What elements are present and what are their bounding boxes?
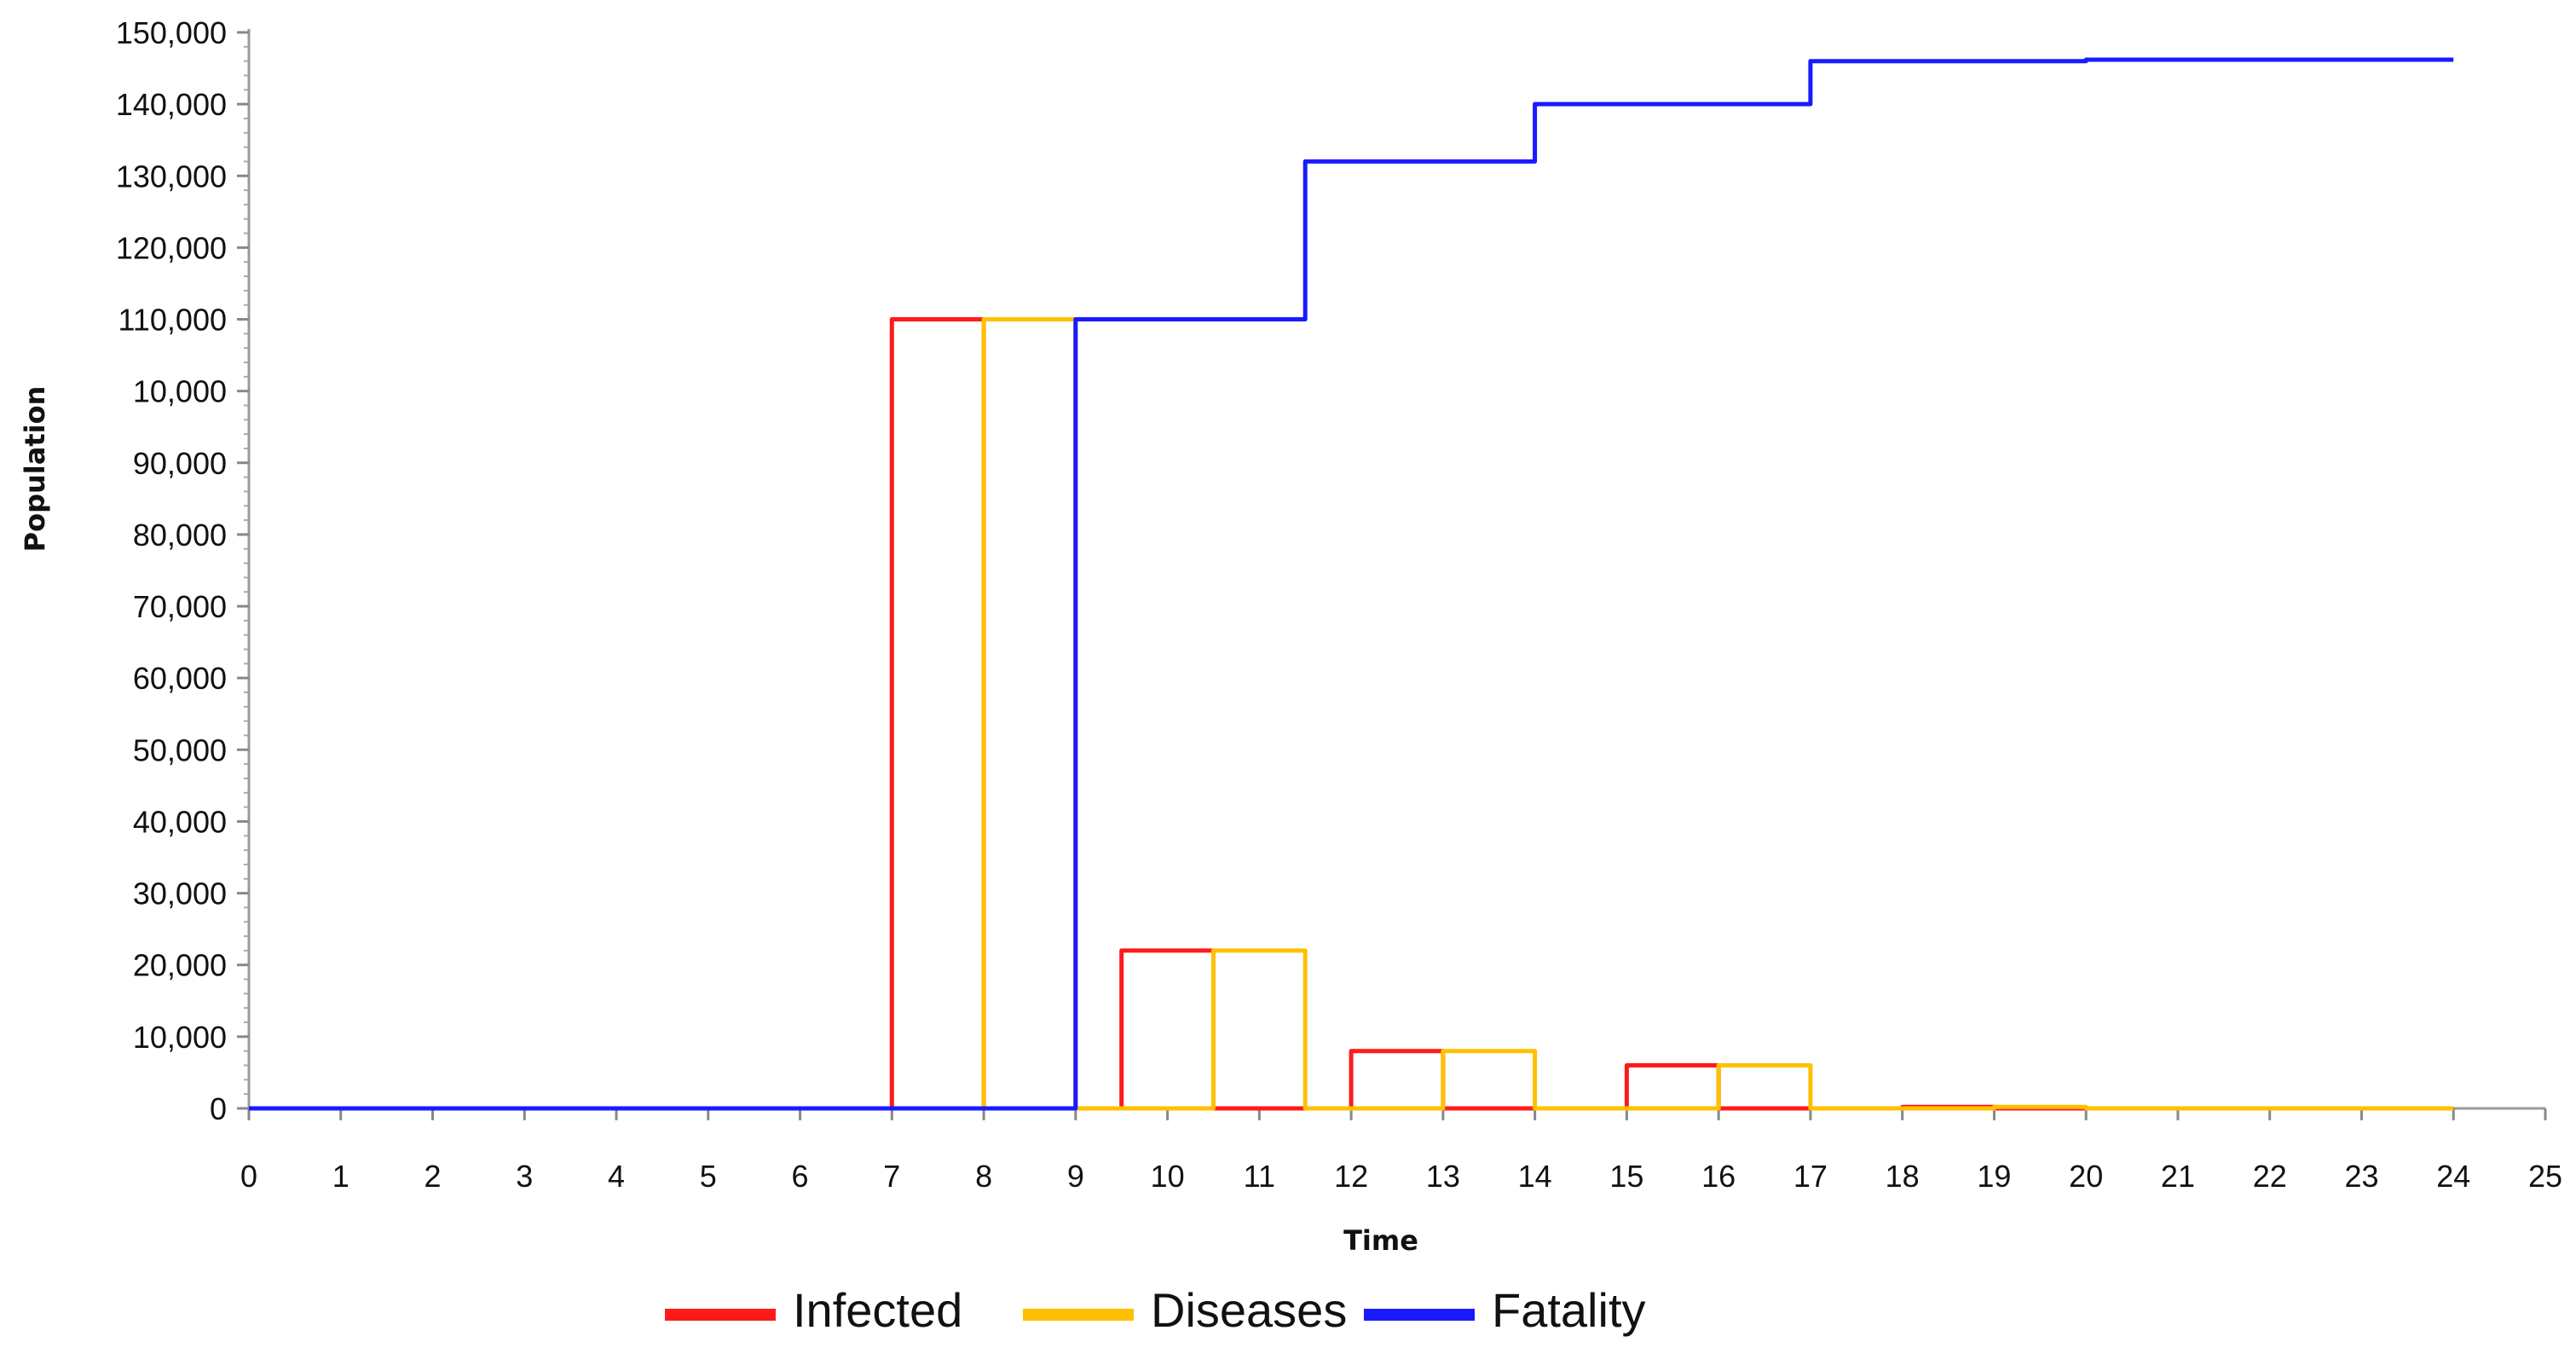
y-tick-label: 0 <box>210 1091 227 1126</box>
y-tick-label: 120,000 <box>116 230 227 265</box>
y-tick-label: 80,000 <box>133 518 227 552</box>
y-tick-label: 60,000 <box>133 661 227 696</box>
y-tick-label: 10,000 <box>133 1020 227 1055</box>
x-tick-label: 6 <box>792 1159 809 1194</box>
y-tick-label: 10,000 <box>133 374 227 409</box>
x-tick-label: 21 <box>2161 1159 2195 1194</box>
legend-label-fatality: Fatality <box>1492 1283 1646 1337</box>
y-tick-label: 40,000 <box>133 804 227 839</box>
plot-area <box>249 57 2454 1111</box>
x-tick-label: 3 <box>516 1159 533 1194</box>
y-tick-label: 70,000 <box>133 589 227 624</box>
y-tick-label: 50,000 <box>133 732 227 767</box>
series-line-infected <box>249 317 2454 1111</box>
x-tick-label: 22 <box>2253 1159 2287 1194</box>
y-tick-label: 90,000 <box>133 446 227 481</box>
y-tick-label: 130,000 <box>116 159 227 194</box>
x-tick-label: 25 <box>2528 1159 2562 1194</box>
legend-label-infected: Infected <box>793 1283 962 1337</box>
y-tick-label: 30,000 <box>133 876 227 911</box>
x-tick-label: 14 <box>1518 1159 1552 1194</box>
x-tick-label: 4 <box>608 1159 625 1194</box>
series-line-fatality <box>249 57 2454 1111</box>
x-tick-label: 16 <box>1701 1159 1736 1194</box>
x-tick-label: 12 <box>1334 1159 1368 1194</box>
legend: Infected Diseases Fatality <box>665 1283 1646 1337</box>
x-tick-label: 7 <box>883 1159 900 1194</box>
x-tick-label: 15 <box>1609 1159 1643 1194</box>
x-tick-label: 10 <box>1151 1159 1185 1194</box>
x-axis-title: Time <box>1343 1224 1418 1257</box>
x-tick-label: 0 <box>240 1159 257 1194</box>
legend-label-diseases: Diseases <box>1151 1283 1347 1337</box>
x-tick-label: 9 <box>1067 1159 1084 1194</box>
y-tick-label: 140,000 <box>116 87 227 122</box>
y-tick-label: 110,000 <box>118 303 227 338</box>
x-tick-label: 17 <box>1793 1159 1828 1194</box>
y-tick-label: 20,000 <box>133 948 227 983</box>
x-axis: 0 1 2 3 4 5 6 7 8 9 10 11 12 13 14 15 16 17 18 19 20 21 22 23 24… <box>240 1107 2562 1194</box>
series-line-diseases <box>249 317 2454 1111</box>
x-tick-label: 5 <box>700 1159 717 1194</box>
x-tick-label: 1 <box>332 1159 349 1194</box>
y-axis: 0 10,000 20,000 30,000 40,000 50,000 60,000 70,… <box>116 15 251 1126</box>
x-tick-label: 8 <box>975 1159 992 1194</box>
x-tick-label: 13 <box>1426 1159 1460 1194</box>
x-tick-label: 24 <box>2436 1159 2470 1194</box>
y-tick-label: 150,000 <box>116 15 227 50</box>
x-tick-label: 20 <box>2069 1159 2103 1194</box>
x-tick-label: 19 <box>1977 1159 2011 1194</box>
x-tick-label: 23 <box>2344 1159 2378 1194</box>
x-tick-label: 2 <box>425 1159 442 1194</box>
x-tick-label: 18 <box>1886 1159 1920 1194</box>
y-axis-title: Population <box>19 386 51 552</box>
x-tick-label: 11 <box>1244 1159 1275 1194</box>
